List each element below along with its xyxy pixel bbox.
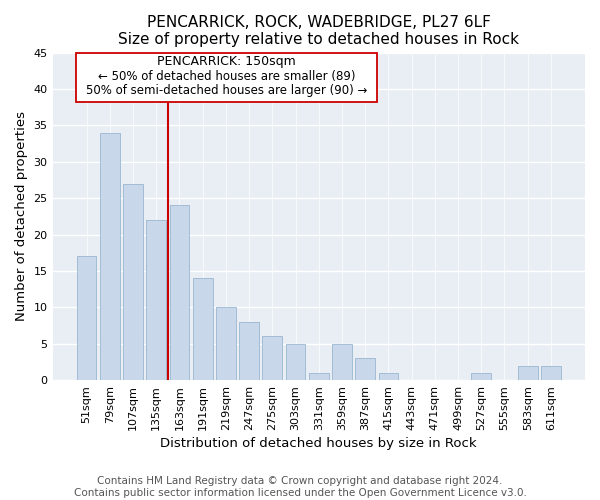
Bar — [146, 220, 166, 380]
Title: PENCARRICK, ROCK, WADEBRIDGE, PL27 6LF
Size of property relative to detached hou: PENCARRICK, ROCK, WADEBRIDGE, PL27 6LF S… — [118, 15, 519, 48]
Y-axis label: Number of detached properties: Number of detached properties — [15, 112, 28, 322]
Bar — [472, 373, 491, 380]
FancyBboxPatch shape — [76, 52, 377, 102]
Bar — [239, 322, 259, 380]
Bar — [332, 344, 352, 380]
Bar — [518, 366, 538, 380]
Bar — [170, 206, 190, 380]
Text: 50% of semi-detached houses are larger (90) →: 50% of semi-detached houses are larger (… — [86, 84, 367, 97]
Text: ← 50% of detached houses are smaller (89): ← 50% of detached houses are smaller (89… — [98, 70, 355, 82]
Bar — [77, 256, 97, 380]
Bar — [541, 366, 561, 380]
Bar — [355, 358, 375, 380]
Bar — [123, 184, 143, 380]
X-axis label: Distribution of detached houses by size in Rock: Distribution of detached houses by size … — [160, 437, 477, 450]
Text: PENCARRICK: 150sqm: PENCARRICK: 150sqm — [157, 55, 296, 68]
Bar — [216, 308, 236, 380]
Bar — [193, 278, 212, 380]
Bar — [100, 132, 119, 380]
Bar — [262, 336, 282, 380]
Bar — [286, 344, 305, 380]
Text: Contains HM Land Registry data © Crown copyright and database right 2024.
Contai: Contains HM Land Registry data © Crown c… — [74, 476, 526, 498]
Bar — [379, 373, 398, 380]
Bar — [309, 373, 329, 380]
